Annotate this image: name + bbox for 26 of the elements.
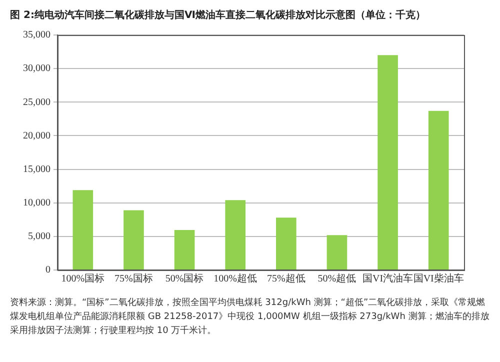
y-tick-label: 15,000 (23, 164, 50, 175)
x-tick-label: 75%超低 (266, 272, 306, 285)
text: 资料来源：测算。“国标”二氧化碳排放，按照全国平均供电煤耗 312g/kWh 测算；“超低”二氧化碳排放，采取《常规燃煤发电机组单位产品能源消耗限额 GB 21258-2017》中现役 1,000MW 机组一级指标 273g/kWh 测算；燃油车的排放采用排放因子法测算；行驶里程均按 10 万千米计。 (10, 296, 490, 338)
bar (378, 55, 398, 270)
chart-title: 图 2:纯电动汽车间接二氧化碳排放与国Ⅵ燃油车直接二氧化碳排放对比示意图（单位：千克） (10, 8, 426, 22)
x-tick-label: 100%国标 (61, 272, 105, 285)
y-tick-label: 35,000 (23, 30, 50, 41)
x-tick-label: 国VI柴油车 (413, 272, 464, 285)
x-tick-label: 100%超低 (214, 272, 258, 285)
y-tick-label: 5,000 (28, 231, 50, 242)
x-tick-label: 50%国标 (165, 272, 204, 285)
bar (225, 200, 246, 270)
y-tick-label: 30,000 (23, 63, 50, 74)
bar (174, 230, 195, 270)
bar (124, 210, 144, 270)
y-tick-label: 20,000 (23, 130, 50, 142)
bar (72, 190, 94, 270)
x-tick-label: 75%国标 (114, 272, 153, 285)
x-tick-label: 国VI汽油车 (362, 272, 414, 285)
bar (276, 218, 296, 270)
y-tick-label: 10,000 (23, 197, 50, 208)
bar (326, 235, 348, 270)
x-tick-label: 50%超低 (318, 272, 356, 285)
y-tick-label: 25,000 (23, 96, 50, 108)
bar (428, 110, 449, 270)
y-tick-label: 0 (46, 264, 50, 276)
